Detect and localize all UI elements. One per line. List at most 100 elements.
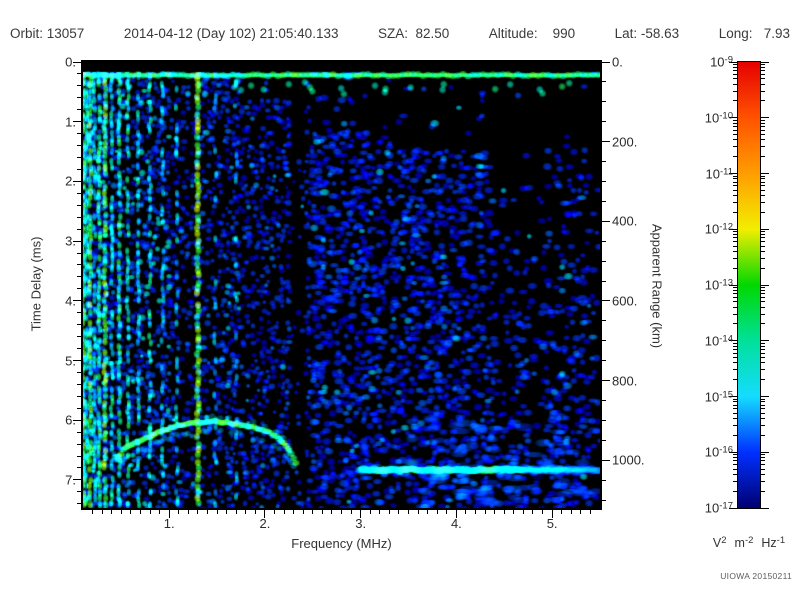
colorbar-minor-tick: [761, 460, 765, 462]
x-minor-tick: [92, 510, 94, 514]
credit-text: UIOWA 20150211: [720, 571, 792, 581]
colorbar-minor-tick: [761, 348, 765, 350]
x-major-tick: [168, 510, 170, 518]
colorbar-minor-tick: [761, 241, 765, 243]
spectrogram-plot-frame: [81, 60, 602, 510]
x-minor-tick: [388, 510, 390, 514]
y-tick-label: 6.: [65, 412, 76, 428]
longitude-value: Long: 7.93: [718, 26, 790, 41]
x-tick-label: 1.: [163, 516, 175, 531]
y2-major-tick: [602, 61, 610, 63]
y-tick-label: 5.: [65, 353, 76, 369]
colorbar-minor-tick: [761, 211, 765, 213]
x-minor-tick: [484, 510, 486, 514]
colorbar-minor-tick: [761, 379, 765, 381]
colorbar-minor-tick: [761, 129, 765, 131]
colorbar-minor-tick: [761, 267, 765, 269]
x-minor-tick: [273, 510, 275, 514]
colorbar-minor-tick: [761, 480, 765, 482]
x-minor-tick: [503, 510, 505, 514]
y2-tick-label: 400.: [612, 213, 638, 229]
y2-major-tick: [602, 300, 610, 302]
y2-axis-title: Apparent Range (km): [649, 223, 665, 349]
y-tick-label: 4.: [65, 293, 76, 309]
x-minor-tick: [408, 510, 410, 514]
x-minor-tick: [216, 510, 218, 514]
colorbar: [737, 61, 761, 509]
colorbar-major-tick: [729, 507, 737, 509]
units-m-minus2: m-2: [734, 535, 754, 550]
colorbar-minor-tick: [761, 134, 765, 136]
colorbar-major-tick: [761, 61, 769, 63]
colorbar-minor-tick: [761, 195, 765, 197]
colorbar-tick-label: 10-12: [704, 221, 733, 237]
x-minor-tick: [561, 510, 563, 514]
colorbar-tick-label: 10-9: [710, 54, 733, 70]
x-minor-tick: [436, 510, 438, 514]
y2-minor-tick: [602, 439, 606, 441]
y2-minor-tick: [602, 81, 606, 83]
x-minor-tick: [293, 510, 295, 514]
y2-minor-tick: [602, 101, 606, 103]
colorbar-minor-tick: [761, 412, 765, 414]
colorbar-minor-tick: [761, 306, 765, 308]
y-major-tick: [73, 121, 81, 123]
colorbar-major-tick: [761, 173, 769, 174]
colorbar-minor-tick: [761, 234, 765, 236]
x-minor-tick: [312, 510, 314, 514]
x-minor-tick: [139, 510, 141, 514]
colorbar-minor-tick: [761, 202, 765, 204]
colorbar-minor-tick: [761, 369, 765, 371]
colorbar-major-tick: [729, 396, 737, 397]
x-minor-tick: [283, 510, 285, 514]
colorbar-tick-label: 10-13: [704, 277, 733, 293]
x-minor-tick: [120, 510, 122, 514]
units-v-squared: V2: [712, 535, 727, 550]
colorbar-major-tick: [729, 340, 737, 342]
y2-minor-tick: [602, 280, 606, 282]
y-major-tick: [73, 61, 81, 63]
y2-minor-tick: [602, 499, 606, 501]
y2-minor-tick: [602, 400, 606, 402]
colorbar-minor-tick: [761, 83, 765, 85]
colorbar-minor-tick: [761, 287, 765, 289]
colorbar-minor-tick: [761, 418, 765, 420]
colorbar-tick-label: 10-10: [704, 110, 733, 126]
colorbar-minor-tick: [761, 296, 765, 298]
colorbar-minor-tick: [761, 78, 765, 80]
colorbar-minor-tick: [761, 293, 765, 295]
colorbar-minor-tick: [761, 139, 765, 141]
colorbar-tick-label: 10-15: [704, 389, 733, 404]
x-minor-tick: [254, 510, 256, 514]
ephemeris-header: Orbit: 13057 2014-04-12 (Day 102) 21:05:…: [10, 26, 790, 42]
x-minor-tick: [206, 510, 208, 514]
sza-value: SZA: 82.50: [377, 26, 450, 41]
x-minor-tick: [130, 510, 132, 514]
x-tick-label: 2.: [259, 516, 271, 531]
x-minor-tick: [331, 510, 333, 514]
y-tick-label: 2.: [65, 173, 76, 189]
x-minor-tick: [580, 510, 582, 514]
x-minor-tick: [465, 510, 467, 514]
y-tick-label: 1.: [65, 114, 76, 130]
colorbar-minor-tick: [761, 122, 765, 124]
colorbar-minor-tick: [761, 468, 765, 470]
x-minor-tick: [369, 510, 371, 514]
colorbar-minor-tick: [761, 100, 765, 102]
colorbar-major-tick: [761, 340, 769, 342]
x-minor-tick: [111, 510, 113, 514]
y2-major-tick: [602, 141, 610, 143]
x-minor-tick: [542, 510, 544, 514]
x-minor-tick: [226, 510, 228, 514]
colorbar-minor-tick: [761, 352, 765, 354]
orbit-value: Orbit: 13057: [10, 26, 85, 41]
x-minor-tick: [570, 510, 572, 514]
colorbar-tick-label: 10-16: [704, 444, 733, 460]
colorbar-minor-tick: [761, 454, 765, 456]
colorbar-major-tick: [729, 284, 737, 286]
datetime-value: 2014-04-12 (Day 102) 21:05:40.133: [123, 26, 339, 41]
x-minor-tick: [427, 510, 429, 514]
y-tick-label: 7.: [65, 472, 76, 488]
x-minor-tick: [321, 510, 323, 514]
x-minor-tick: [350, 510, 352, 514]
